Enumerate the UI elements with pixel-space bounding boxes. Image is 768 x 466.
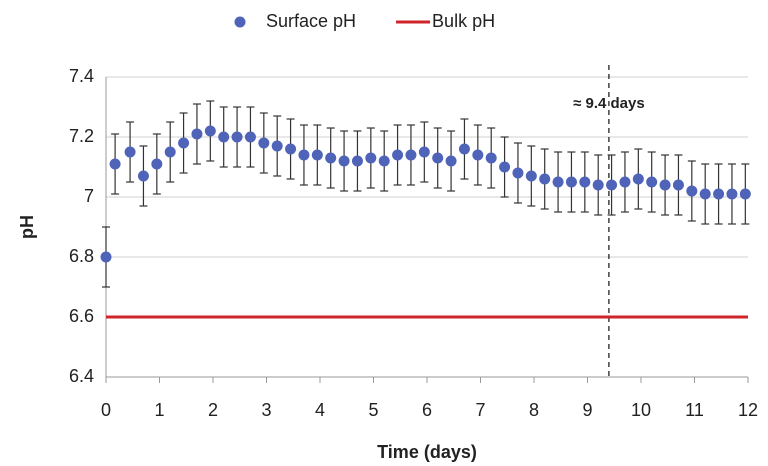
data-point bbox=[445, 155, 457, 167]
data-point bbox=[418, 146, 430, 158]
data-point bbox=[405, 149, 417, 161]
x-tick-label: 5 bbox=[368, 400, 378, 420]
x-axis-label: Time (days) bbox=[377, 442, 477, 462]
data-point bbox=[124, 146, 136, 158]
data-point bbox=[512, 167, 524, 179]
x-tick-label: 11 bbox=[685, 400, 704, 420]
y-tick-label: 6.6 bbox=[69, 306, 94, 326]
legend-marker bbox=[234, 16, 246, 28]
data-point bbox=[619, 176, 631, 188]
data-point bbox=[579, 176, 591, 188]
x-tick-label: 6 bbox=[422, 400, 432, 420]
data-point bbox=[713, 188, 725, 200]
data-point bbox=[539, 173, 551, 185]
data-point bbox=[338, 155, 350, 167]
data-point bbox=[204, 125, 216, 137]
legend-label: Surface pH bbox=[266, 11, 356, 31]
x-tick-label: 9 bbox=[582, 400, 592, 420]
data-point bbox=[632, 173, 644, 185]
data-point bbox=[499, 161, 511, 173]
x-tick-label: 8 bbox=[529, 400, 539, 420]
data-point bbox=[178, 137, 190, 149]
data-point bbox=[100, 251, 112, 263]
data-point bbox=[191, 128, 203, 140]
data-point bbox=[659, 179, 671, 191]
data-point bbox=[686, 185, 698, 197]
data-point bbox=[351, 155, 363, 167]
y-axis-label: pH bbox=[17, 215, 37, 239]
data-point bbox=[365, 152, 377, 164]
x-tick-label: 7 bbox=[475, 400, 485, 420]
data-point bbox=[164, 146, 176, 158]
data-point bbox=[472, 149, 484, 161]
y-tick-label: 7.4 bbox=[69, 66, 94, 86]
data-point bbox=[392, 149, 404, 161]
x-tick-label: 1 bbox=[154, 400, 164, 420]
data-point bbox=[565, 176, 577, 188]
annotation-text: ≈ 9.4 days bbox=[573, 95, 645, 112]
data-point bbox=[726, 188, 738, 200]
data-point bbox=[672, 179, 684, 191]
data-point bbox=[552, 176, 564, 188]
data-point bbox=[271, 140, 283, 152]
data-point bbox=[285, 143, 297, 155]
x-tick-label: 3 bbox=[261, 400, 271, 420]
x-tick-label: 2 bbox=[208, 400, 218, 420]
data-point bbox=[378, 155, 390, 167]
data-point bbox=[458, 143, 470, 155]
data-point bbox=[137, 170, 149, 182]
y-tick-label: 6.8 bbox=[69, 246, 94, 266]
x-tick-label: 0 bbox=[101, 400, 111, 420]
data-point bbox=[592, 179, 604, 191]
y-tick-label: 7 bbox=[84, 186, 94, 206]
data-point bbox=[218, 131, 230, 143]
y-tick-label: 7.2 bbox=[69, 126, 94, 146]
data-point bbox=[151, 158, 163, 170]
data-point bbox=[311, 149, 323, 161]
data-point bbox=[432, 152, 444, 164]
data-point bbox=[739, 188, 751, 200]
data-point bbox=[646, 176, 658, 188]
data-point bbox=[606, 179, 618, 191]
data-point bbox=[298, 149, 310, 161]
data-point bbox=[485, 152, 497, 164]
legend-label: Bulk pH bbox=[432, 11, 495, 31]
y-tick-label: 6.4 bbox=[69, 366, 94, 386]
data-point bbox=[325, 152, 337, 164]
x-tick-label: 4 bbox=[315, 400, 325, 420]
data-point bbox=[699, 188, 711, 200]
data-point bbox=[525, 170, 537, 182]
x-tick-label: 12 bbox=[738, 400, 758, 420]
x-tick-label: 10 bbox=[631, 400, 651, 420]
data-point bbox=[231, 131, 243, 143]
data-point bbox=[109, 158, 121, 170]
data-point bbox=[244, 131, 256, 143]
data-point bbox=[258, 137, 270, 149]
